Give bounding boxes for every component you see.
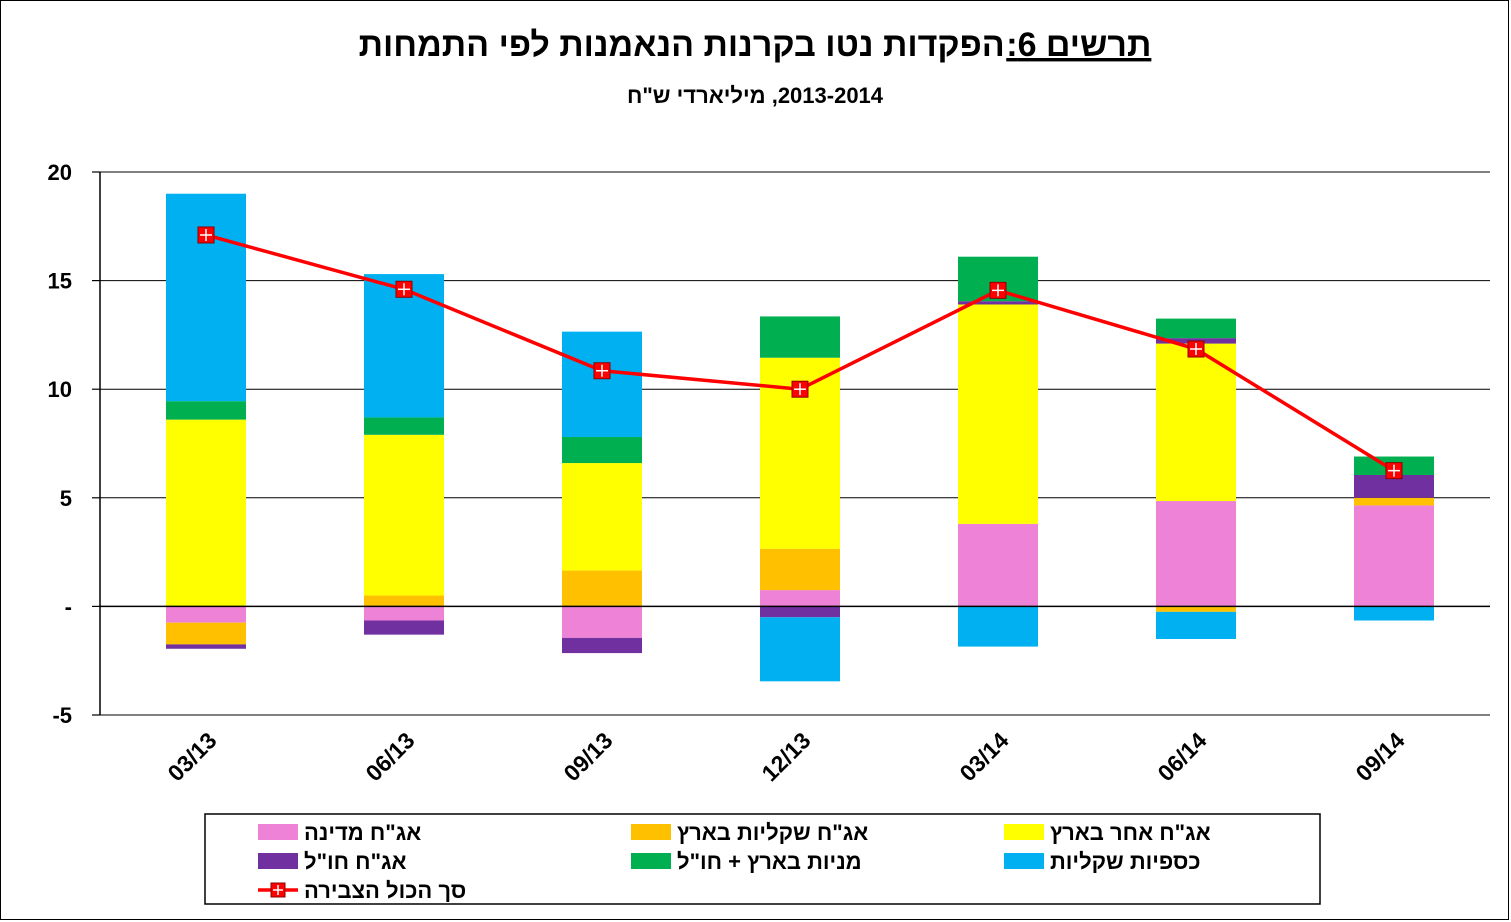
bar-s2-c0 [166,419,246,607]
legend-label-total: סך הכול הצבירה [304,878,466,903]
bar-s0-c1 [364,606,444,621]
total-line-series [197,226,1403,480]
bar-s0-c2 [562,606,642,638]
bar-s2-c4 [958,304,1038,524]
legend-label-1: אג"ח שקליות בארץ [677,820,868,845]
bar-s3-c1 [364,620,444,635]
bar-s3-c3 [760,606,840,618]
bar-s0-c3 [760,590,840,607]
bar-s4-c5 [1156,318,1236,339]
legend-swatch-5 [1004,853,1044,869]
y-tick-label-2: 10 [48,377,72,402]
chart-subtitle: 2013-2014, מיליארדי ש"ח [627,83,884,108]
total-marker-2 [593,362,611,380]
bar-s5-c2 [562,331,642,437]
x-tick-label-3: 12/13 [756,727,815,786]
bar-s1-c6 [1354,497,1434,506]
x-tick-label-2: 09/13 [558,727,617,786]
legend-swatch-2 [1004,824,1044,840]
y-tick-label-5: -5 [52,703,72,728]
legend-swatch-3 [258,853,298,869]
bar-s2-c1 [364,434,444,596]
bar-s0-c0 [166,606,246,623]
legend-swatch-1 [631,824,671,840]
bar-s4-c0 [166,401,246,420]
x-axis-ticks: 03/13 06/13 09/13 12/13 03/14 06/14 09/14 [162,727,1409,786]
bar-s5-c1 [364,274,444,418]
bar-s5-c0 [166,193,246,402]
x-tick-label-5: 06/14 [1152,727,1211,786]
bar-s3-c0 [166,644,246,649]
chart-title-main: הפקדות נטו בקרנות הנאמנות לפי התמחות [359,26,1005,64]
total-marker-4 [989,281,1007,299]
bar-s5-c5 [1156,611,1236,639]
legend-label-5: כספיות שקליות [1050,849,1201,874]
legend-swatch-4 [631,853,671,869]
total-marker-5 [1187,340,1205,358]
total-marker-6 [1385,462,1403,480]
bar-s1-c5 [1156,606,1236,612]
bar-series [166,193,1434,682]
bar-s0-c6 [1354,505,1434,607]
legend: אג"ח מדינה אג"ח שקליות בארץ אג"ח אחר בארץ א… [258,820,1211,903]
bar-s1-c1 [364,595,444,607]
legend-box [204,813,1321,905]
y-tick-label-3: 5 [60,486,72,511]
total-marker-1 [395,280,413,298]
x-tick-label-6: 09/14 [1350,727,1409,786]
bar-s5-c6 [1354,606,1434,621]
bar-s4-c3 [760,316,840,358]
y-tick-label-4: - [65,594,72,619]
legend-swatch-0 [258,824,298,840]
bar-s2-c5 [1156,343,1236,502]
bar-s0-c5 [1156,501,1236,607]
total-marker-0 [197,226,215,244]
bar-s2-c2 [562,463,642,571]
bar-s3-c4 [958,301,1038,305]
bar-s4-c1 [364,417,444,435]
legend-label-3: אג"ח חו"ל [304,849,407,874]
bar-s0-c4 [958,523,1038,607]
legend-label-4: מניות בארץ + חו"ל [677,849,862,874]
bar-s3-c2 [562,637,642,654]
legend-label-0: אג"ח מדינה [304,820,421,845]
bar-s1-c0 [166,622,246,645]
bar-s1-c3 [760,548,840,591]
y-tick-label-1: 15 [48,269,72,294]
axes [99,172,1490,715]
bar-s5-c4 [958,606,1038,647]
x-tick-label-0: 03/13 [162,727,221,786]
bar-s5-c3 [760,617,840,682]
y-tick-label-0: 20 [48,160,72,185]
chart-title-prefix: תרשים 6: [1006,26,1151,64]
chart-title: תרשים 6: הפקדות נטו בקרנות הנאמנות לפי ה… [359,26,1152,64]
total-marker-3 [791,380,809,398]
bar-s3-c6 [1354,474,1434,498]
x-tick-label-4: 03/14 [954,727,1013,786]
x-tick-label-1: 06/13 [360,727,419,786]
bar-s1-c2 [562,570,642,607]
legend-label-2: אג"ח אחר בארץ [1050,820,1211,845]
y-axis-ticks: 20 15 10 5 - -5 [48,160,100,728]
bar-s4-c2 [562,436,642,464]
